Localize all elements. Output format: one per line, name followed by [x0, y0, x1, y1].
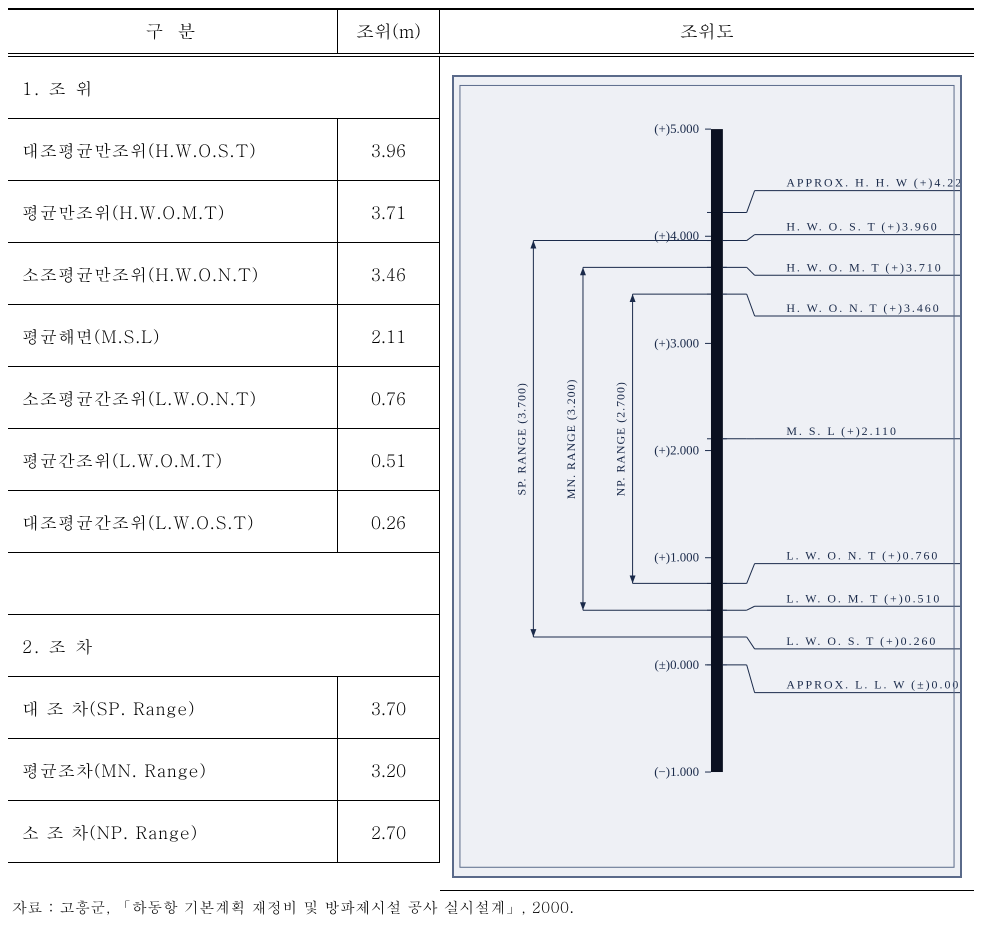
row-value: 3.71 — [338, 181, 440, 242]
row-label: 소조평균간조위(L.W.O.N.T) — [8, 367, 338, 428]
svg-text:(+)1.000: (+)1.000 — [654, 551, 699, 565]
section1-title-row: 1. 조 위 — [8, 57, 440, 119]
main-row: 1. 조 위 대조평균만조위(H.W.O.S.T)3.96 평균만조위(H.W.… — [8, 57, 974, 891]
row-label: 평균해면(M.S.L) — [8, 305, 338, 366]
row-value: 2.11 — [338, 305, 440, 366]
svg-text:APPROX. L. L. W (±)0.000: APPROX. L. L. W (±)0.000 — [786, 678, 960, 692]
svg-text:L. W. O. S. T (+)0.260: L. W. O. S. T (+)0.260 — [786, 634, 937, 648]
table-row: 평균간조위(L.W.O.M.T)0.51 — [8, 429, 440, 491]
row-value: 3.70 — [338, 677, 440, 738]
row-label: 소 조 차(NP. Range) — [8, 801, 338, 862]
svg-text:(±)0.000: (±)0.000 — [654, 658, 699, 672]
row-value: 0.26 — [338, 491, 440, 552]
section2-title-row: 2. 조 차 — [8, 615, 440, 677]
row-value: 0.51 — [338, 429, 440, 490]
header-tide: 조위(m) — [338, 10, 440, 53]
row-label: 대조평균간조위(L.W.O.S.T) — [8, 491, 338, 552]
svg-text:H. W. O. M. T (+)3.710: H. W. O. M. T (+)3.710 — [786, 260, 942, 274]
svg-text:(+)5.000: (+)5.000 — [654, 122, 699, 136]
svg-text:APPROX. H. H. W (+)4.222: APPROX. H. H. W (+)4.222 — [786, 176, 960, 190]
row-value: 2.70 — [338, 801, 440, 862]
row-value: 0.76 — [338, 367, 440, 428]
svg-text:(−)1.000: (−)1.000 — [654, 765, 699, 779]
svg-text:NP. RANGE (2.700): NP. RANGE (2.700) — [614, 381, 628, 496]
svg-text:H. W. O. N. T (+)3.460: H. W. O. N. T (+)3.460 — [786, 301, 940, 315]
table-row: 대조평균간조위(L.W.O.S.T)0.26 — [8, 491, 440, 553]
table-row: 평균해면(M.S.L)2.11 — [8, 305, 440, 367]
svg-text:MN. RANGE (3.200): MN. RANGE (3.200) — [564, 378, 578, 499]
row-label: 소조평균만조위(H.W.O.N.T) — [8, 243, 338, 304]
svg-text:(+)4.000: (+)4.000 — [654, 229, 699, 243]
table-row: 소조평균만조위(H.W.O.N.T)3.46 — [8, 243, 440, 305]
row-label: 평균조차(MN. Range) — [8, 739, 338, 800]
row-label: 평균만조위(H.W.O.M.T) — [8, 181, 338, 242]
diagram-cell: (+)5.000 (+)4.000 (+)3.000 (+)2.000 (+)1.000… — [440, 57, 974, 891]
svg-text:L. W. O. N. T (+)0.760: L. W. O. N. T (+)0.760 — [786, 549, 939, 563]
table-row: 대 조 차(SP. Range)3.70 — [8, 677, 440, 739]
row-value: 3.20 — [338, 739, 440, 800]
row-value: 3.46 — [338, 243, 440, 304]
section1-title: 1. 조 위 — [8, 57, 440, 118]
table-row: 대조평균만조위(H.W.O.S.T)3.96 — [8, 119, 440, 181]
section2-title: 2. 조 차 — [8, 615, 440, 676]
row-label: 평균간조위(L.W.O.M.T) — [8, 429, 338, 490]
svg-text:L. W. O. M. T (+)0.510: L. W. O. M. T (+)0.510 — [786, 591, 941, 605]
table-row: 소 조 차(NP. Range)2.70 — [8, 801, 440, 863]
svg-text:M. S. L (+)2.110: M. S. L (+)2.110 — [786, 424, 898, 438]
row-value: 3.96 — [338, 119, 440, 180]
table-header: 구 분 조위(m) 조위도 — [8, 8, 974, 54]
table-row: 소조평균간조위(L.W.O.N.T)0.76 — [8, 367, 440, 429]
svg-text:H. W. O. S. T (+)3.960: H. W. O. S. T (+)3.960 — [786, 220, 938, 234]
right-panel: (+)5.000 (+)4.000 (+)3.000 (+)2.000 (+)1.000… — [440, 57, 974, 891]
svg-text:(+)2.000: (+)2.000 — [654, 444, 699, 458]
table-row: 평균조차(MN. Range)3.20 — [8, 739, 440, 801]
svg-text:(+)3.000: (+)3.000 — [654, 336, 699, 350]
svg-text:SP. RANGE (3.700): SP. RANGE (3.700) — [514, 382, 528, 495]
spacer-row — [8, 553, 440, 615]
page-container: 구 분 조위(m) 조위도 1. 조 위 대조평균만조위(H.W.O.S.T)3… — [8, 8, 974, 918]
footnote: 자료 : 고흥군, 「하동항 기본계획 재정비 및 방파제시설 공사 실시설계」… — [8, 891, 974, 918]
left-table: 1. 조 위 대조평균만조위(H.W.O.S.T)3.96 평균만조위(H.W.… — [8, 57, 440, 891]
table-row: 평균만조위(H.W.O.M.T)3.71 — [8, 181, 440, 243]
tide-diagram: (+)5.000 (+)4.000 (+)3.000 (+)2.000 (+)1.000… — [452, 75, 962, 878]
header-diagram: 조위도 — [440, 10, 974, 53]
row-label: 대 조 차(SP. Range) — [8, 677, 338, 738]
tide-diagram-svg: (+)5.000 (+)4.000 (+)3.000 (+)2.000 (+)1.000… — [454, 77, 960, 876]
row-label: 대조평균만조위(H.W.O.S.T) — [8, 119, 338, 180]
header-category: 구 분 — [8, 10, 338, 53]
